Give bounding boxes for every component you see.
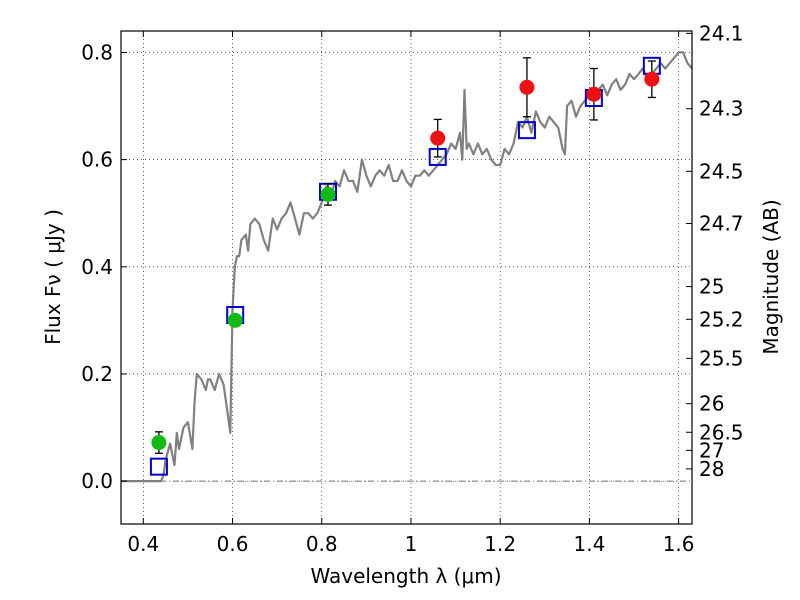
y-axis-label: Flux Fν ( μJy ) [41, 209, 65, 345]
x-tick-label: 0.6 [217, 532, 249, 556]
observed-green-point [227, 312, 243, 328]
x-tick-label: 1.2 [484, 532, 516, 556]
y2-tick-label: 26.5 [699, 420, 744, 444]
x-tick-label: 1 [405, 532, 418, 556]
y2-axis-label: Magnitude (AB) [759, 199, 783, 354]
observed-red-point [586, 86, 602, 102]
x-axis-label: Wavelength λ (μm) [310, 564, 501, 588]
y2-tick-label: 24.1 [699, 21, 744, 45]
y2-tick-label: 26 [699, 392, 724, 416]
x-axis-ticks: 0.4 0.6 0.8 1 1.2 1.4 1.6 [127, 31, 695, 556]
observed-green-point [151, 435, 167, 451]
x-tick-label: 0.4 [127, 532, 159, 556]
observed-red-point [430, 130, 446, 146]
observed-green-point [320, 186, 336, 202]
model-photometry-point [517, 121, 536, 140]
x-tick-label: 1.6 [663, 532, 695, 556]
y2-tick-label: 24.5 [699, 159, 744, 183]
observed-red-point [519, 79, 535, 95]
y2-tick-label: 25.2 [699, 307, 744, 331]
y-tick-label: 0.4 [81, 255, 113, 279]
y-tick-label: 0.6 [81, 148, 113, 172]
y-tick-label: 0.2 [81, 362, 113, 386]
plot-frame [120, 30, 693, 525]
y2-tick-label: 24.7 [699, 211, 744, 235]
x-tick-label: 1.4 [573, 532, 605, 556]
model-photometry-point [149, 457, 168, 476]
y-tick-label: 0.0 [81, 469, 113, 493]
y2-tick-label: 25.5 [699, 346, 744, 370]
x-tick-label: 0.8 [306, 532, 338, 556]
plot-background [121, 31, 692, 524]
y2-tick-label: 28 [699, 457, 724, 481]
y2-tick-label: 27 [699, 438, 724, 462]
y-axis-ticks: 0.0 0.2 0.4 0.6 0.8 [81, 40, 127, 493]
series-layer [121, 51, 693, 483]
y2-tick-label: 24.3 [699, 97, 744, 121]
y2-tick-label: 25 [699, 275, 724, 299]
observed-red-point [644, 71, 660, 87]
y-tick-label: 0.8 [81, 40, 113, 64]
